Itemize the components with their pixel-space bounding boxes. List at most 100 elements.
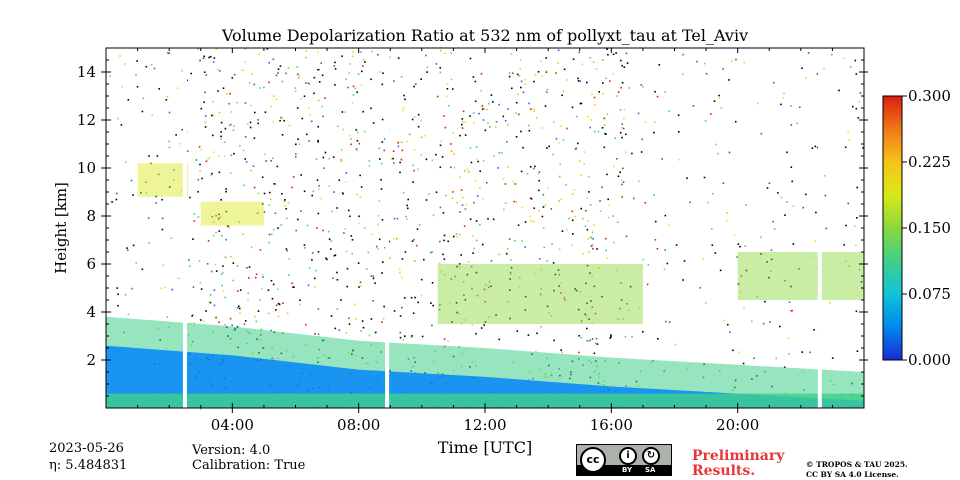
noise-speck bbox=[593, 104, 596, 106]
noise-speck bbox=[372, 122, 375, 124]
noise-speck bbox=[343, 232, 345, 234]
noise-speck bbox=[562, 139, 565, 141]
noise-speck bbox=[829, 302, 832, 304]
noise-speck bbox=[450, 143, 452, 145]
noise-speck bbox=[351, 55, 354, 58]
noise-speck bbox=[526, 173, 529, 175]
aerosol-feature bbox=[737, 252, 864, 300]
noise-speck bbox=[452, 88, 454, 90]
noise-speck bbox=[121, 86, 123, 88]
noise-speck bbox=[361, 70, 363, 73]
noise-speck bbox=[275, 98, 278, 101]
noise-speck bbox=[230, 154, 232, 156]
noise-speck bbox=[223, 141, 226, 143]
noise-speck bbox=[233, 152, 235, 155]
noise-speck bbox=[474, 80, 477, 83]
noise-speck bbox=[244, 320, 247, 322]
noise-speck bbox=[536, 117, 538, 119]
colorbar-tick-label: 0.225 bbox=[908, 153, 951, 171]
noise-speck bbox=[413, 148, 416, 151]
noise-speck bbox=[621, 136, 623, 139]
noise-speck bbox=[711, 228, 713, 230]
x-tick-label: 20:00 bbox=[716, 416, 759, 434]
noise-speck bbox=[617, 318, 620, 320]
noise-speck bbox=[356, 193, 358, 196]
noise-speck bbox=[218, 171, 221, 174]
noise-speck bbox=[591, 231, 594, 233]
noise-speck bbox=[461, 123, 463, 126]
noise-speck bbox=[272, 120, 274, 123]
noise-speck bbox=[156, 155, 159, 157]
noise-speck bbox=[633, 197, 635, 200]
noise-speck bbox=[510, 53, 513, 55]
noise-speck bbox=[381, 219, 384, 221]
noise-speck bbox=[431, 282, 434, 284]
noise-speck bbox=[254, 276, 257, 279]
noise-speck bbox=[413, 238, 415, 241]
noise-speck bbox=[469, 57, 472, 60]
noise-speck bbox=[423, 135, 426, 137]
noise-speck bbox=[126, 247, 128, 249]
noise-speck bbox=[265, 160, 267, 162]
noise-speck bbox=[361, 320, 364, 322]
noise-speck bbox=[443, 338, 446, 340]
noise-speck bbox=[354, 87, 357, 90]
noise-speck bbox=[192, 286, 195, 288]
noise-speck bbox=[528, 102, 530, 105]
noise-speck bbox=[311, 259, 313, 261]
noise-speck bbox=[515, 112, 517, 114]
noise-speck bbox=[212, 61, 215, 63]
noise-speck bbox=[356, 140, 359, 142]
noise-speck bbox=[304, 247, 306, 249]
noise-speck bbox=[682, 73, 684, 75]
noise-speck bbox=[735, 58, 737, 61]
noise-speck bbox=[175, 134, 177, 136]
noise-speck bbox=[288, 124, 291, 127]
noise-speck bbox=[799, 106, 801, 109]
noise-speck bbox=[334, 61, 336, 64]
noise-speck bbox=[317, 308, 320, 310]
noise-speck bbox=[205, 160, 208, 163]
noise-speck bbox=[389, 56, 391, 58]
noise-speck bbox=[280, 224, 282, 226]
noise-speck bbox=[142, 97, 145, 100]
noise-speck bbox=[377, 54, 379, 56]
noise-speck bbox=[288, 258, 291, 260]
noise-speck bbox=[584, 225, 587, 227]
noise-speck bbox=[224, 256, 227, 258]
noise-speck bbox=[281, 117, 283, 119]
noise-speck bbox=[641, 138, 643, 141]
noise-speck bbox=[859, 92, 862, 94]
noise-speck bbox=[225, 190, 227, 193]
noise-speck bbox=[227, 225, 229, 227]
noise-speck bbox=[254, 315, 256, 318]
noise-speck bbox=[699, 287, 702, 289]
noise-speck bbox=[588, 318, 590, 320]
noise-speck bbox=[117, 304, 119, 307]
noise-speck bbox=[577, 142, 579, 145]
noise-speck bbox=[571, 106, 574, 109]
noise-speck bbox=[208, 301, 211, 303]
noise-speck bbox=[168, 146, 171, 149]
noise-speck bbox=[202, 57, 205, 60]
noise-speck bbox=[566, 127, 568, 130]
noise-speck bbox=[617, 91, 620, 93]
noise-speck bbox=[628, 87, 631, 89]
noise-speck bbox=[586, 340, 589, 342]
noise-speck bbox=[425, 199, 428, 201]
noise-speck bbox=[603, 117, 606, 120]
noise-speck bbox=[202, 320, 204, 322]
noise-speck bbox=[578, 351, 580, 354]
noise-speck bbox=[498, 152, 500, 154]
noise-speck bbox=[513, 200, 515, 203]
noise-speck bbox=[664, 249, 666, 251]
noise-speck bbox=[317, 251, 320, 253]
noise-speck bbox=[261, 176, 264, 179]
noise-speck bbox=[166, 316, 169, 318]
noise-speck bbox=[345, 250, 348, 253]
noise-speck bbox=[580, 174, 582, 176]
noise-speck bbox=[215, 214, 217, 217]
noise-speck bbox=[268, 312, 270, 315]
noise-speck bbox=[460, 189, 463, 191]
noise-speck bbox=[476, 294, 479, 297]
